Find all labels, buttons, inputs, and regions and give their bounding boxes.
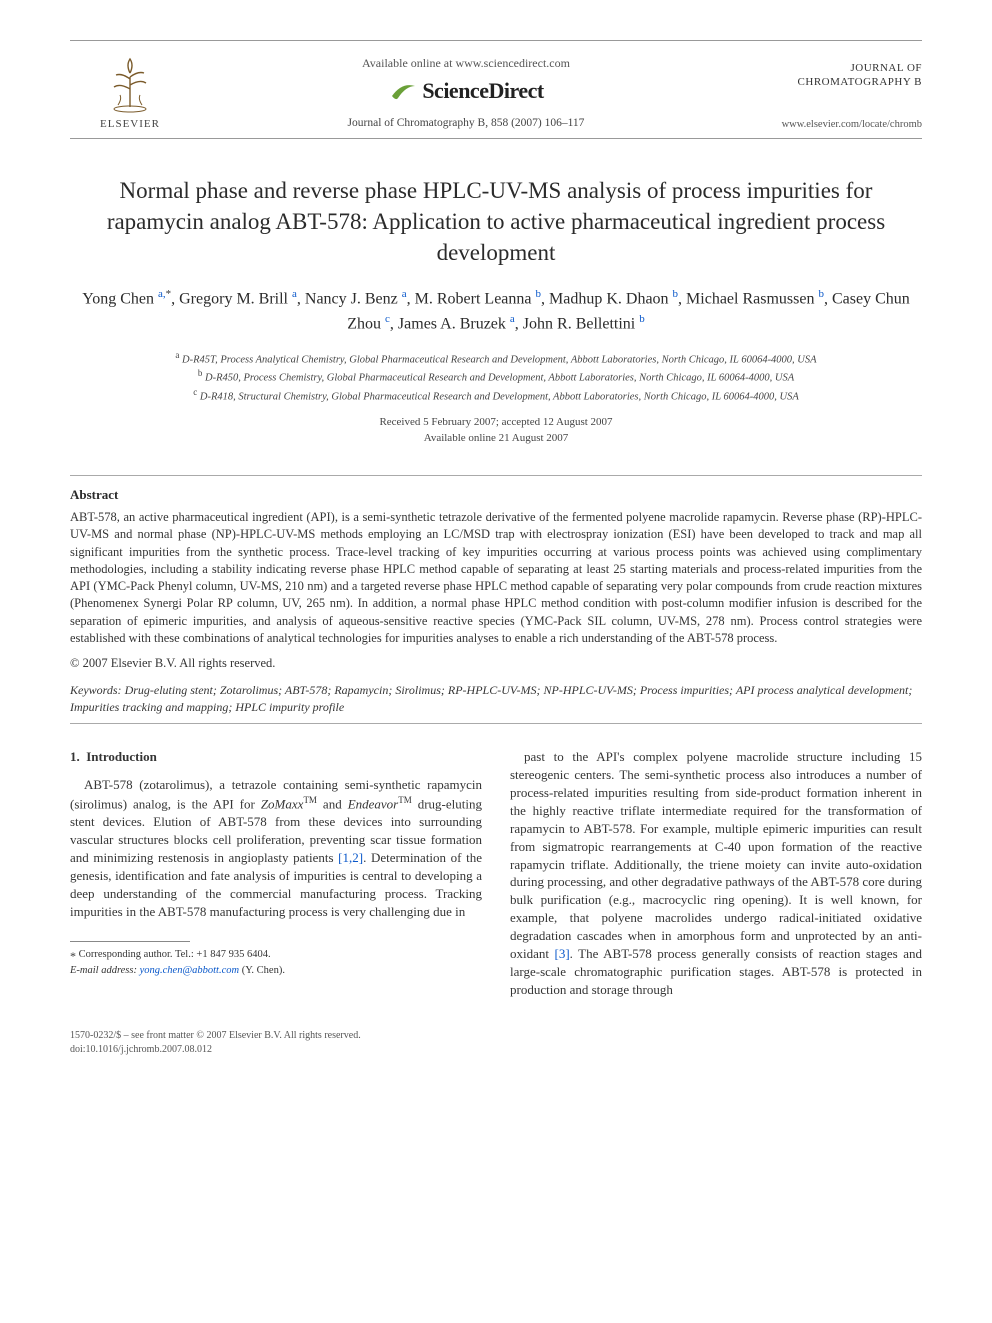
doi: doi:10.1016/j.jchromb.2007.08.012 bbox=[70, 1043, 922, 1057]
publisher-name: ELSEVIER bbox=[100, 117, 160, 132]
header-right: JOURNAL OF CHROMATOGRAPHY B www.elsevier… bbox=[742, 56, 922, 132]
author-list: Yong Chen a,*, Gregory M. Brill a, Nancy… bbox=[70, 286, 922, 337]
rule-below-keywords bbox=[70, 723, 922, 724]
affiliations: a D-R45T, Process Analytical Chemistry, … bbox=[70, 349, 922, 405]
sciencedirect-swoosh-icon bbox=[388, 76, 418, 106]
intro-para-right: past to the API's complex polyene macrol… bbox=[510, 748, 922, 999]
email-label: E-mail address: bbox=[70, 965, 137, 976]
abstract-copyright: © 2007 Elsevier B.V. All rights reserved… bbox=[70, 655, 922, 672]
article-title: Normal phase and reverse phase HPLC-UV-M… bbox=[70, 175, 922, 268]
keywords-text: Drug-eluting stent; Zotarolimus; ABT-578… bbox=[70, 683, 912, 714]
received-accepted: Received 5 February 2007; accepted 12 Au… bbox=[70, 415, 922, 431]
front-matter-footer: 1570-0232/$ – see front matter © 2007 El… bbox=[70, 1029, 922, 1057]
affiliation-a: a D-R45T, Process Analytical Chemistry, … bbox=[70, 349, 922, 368]
keywords: Keywords: Drug-eluting stent; Zotarolimu… bbox=[70, 682, 922, 717]
journal-title: JOURNAL OF CHROMATOGRAPHY B bbox=[798, 62, 922, 90]
journal-title-line1: JOURNAL OF bbox=[798, 62, 922, 76]
publisher-block: ELSEVIER bbox=[70, 49, 190, 132]
column-right: past to the API's complex polyene macrol… bbox=[510, 748, 922, 999]
corresponding-author-footnote: * Corresponding author. Tel.: +1 847 935… bbox=[70, 948, 482, 979]
abstract-heading: Abstract bbox=[70, 486, 922, 504]
journal-url: www.elsevier.com/locate/chromb bbox=[782, 118, 922, 132]
sciencedirect-logo: ScienceDirect bbox=[388, 76, 543, 106]
keywords-label: Keywords: bbox=[70, 683, 122, 697]
corresponding-text: Corresponding author. Tel.: +1 847 935 6… bbox=[79, 949, 271, 960]
sciencedirect-wordmark: ScienceDirect bbox=[422, 76, 543, 106]
journal-header: ELSEVIER Available online at www.science… bbox=[70, 40, 922, 139]
intro-para-left: ABT-578 (zotarolimus), a tetrazole conta… bbox=[70, 776, 482, 921]
issn-copyright: 1570-0232/$ – see front matter © 2007 El… bbox=[70, 1029, 922, 1043]
article-dates: Received 5 February 2007; accepted 12 Au… bbox=[70, 415, 922, 447]
affiliation-b: b D-R450, Process Chemistry, Global Phar… bbox=[70, 367, 922, 386]
header-center: Available online at www.sciencedirect.co… bbox=[190, 55, 742, 132]
elsevier-tree-icon bbox=[100, 49, 160, 115]
section-1-heading: 1. Introduction bbox=[70, 748, 482, 766]
corresponding-email[interactable]: yong.chen@abbott.com bbox=[140, 965, 239, 976]
email-attrib: (Y. Chen). bbox=[242, 965, 285, 976]
column-left: 1. Introduction ABT-578 (zotarolimus), a… bbox=[70, 748, 482, 999]
available-online-date: Available online 21 August 2007 bbox=[70, 431, 922, 447]
rule-above-abstract bbox=[70, 475, 922, 476]
available-online-text: Available online at www.sciencedirect.co… bbox=[362, 55, 570, 71]
journal-title-line2: CHROMATOGRAPHY B bbox=[798, 76, 922, 90]
abstract-body: ABT-578, an active pharmaceutical ingred… bbox=[70, 509, 922, 647]
body-columns: 1. Introduction ABT-578 (zotarolimus), a… bbox=[70, 748, 922, 999]
footnote-rule bbox=[70, 941, 190, 942]
journal-citation: Journal of Chromatography B, 858 (2007) … bbox=[348, 116, 585, 132]
affiliation-c: c D-R418, Structural Chemistry, Global P… bbox=[70, 386, 922, 405]
